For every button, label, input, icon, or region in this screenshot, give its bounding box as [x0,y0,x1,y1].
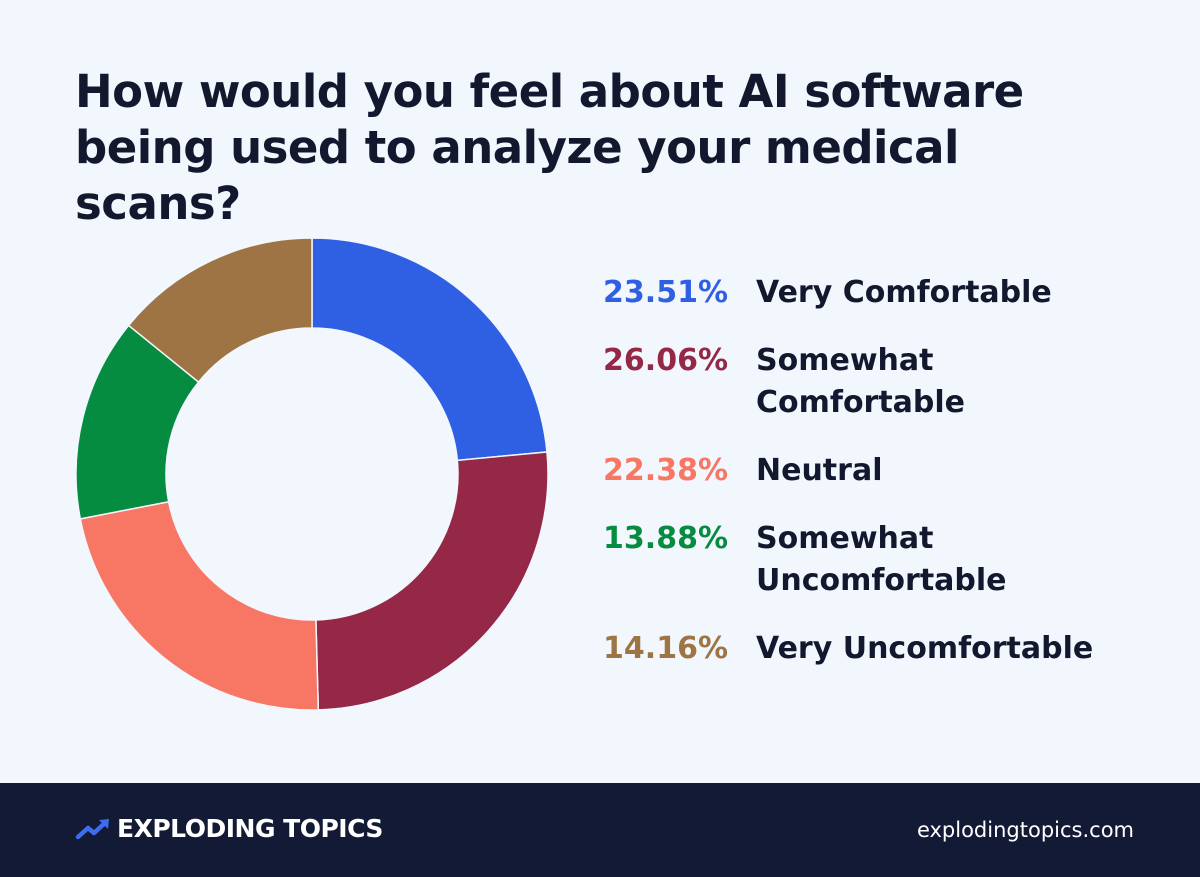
legend-label: Very Comfortable [756,275,1052,310]
brand-name: EXPLODING TOPICS [117,814,383,843]
legend-item-somewhat-comfortable: 26.06% Somewhat Comfortable [590,340,1116,424]
slice-neutral [79,500,320,711]
legend-percent: 13.88% [603,521,728,556]
trending-up-arrow-icon [75,819,109,840]
slice-somewhat-comfortable [315,451,549,711]
legend: 23.51% Very Comfortable 26.06% Somewhat … [590,272,1116,670]
legend-item-neutral: 22.38% Neutral [590,450,1116,492]
legend-label: Somewhat Uncomfortable [756,521,1007,598]
legend-percent: 14.16% [603,631,728,666]
legend-label: Neutral [756,453,883,488]
slice-very-comfortable [311,237,548,462]
legend-percent: 26.06% [603,343,728,378]
legend-label: Somewhat Comfortable [756,343,966,420]
legend-percent: 22.38% [603,453,728,488]
site-url[interactable]: explodingtopics.com [916,818,1134,842]
donut-chart [75,237,549,711]
legend-item-very-uncomfortable: 14.16% Very Uncomfortable [590,628,1116,670]
chart-title: How would you feel about AI software bei… [75,65,1024,230]
brand-logo: EXPLODING TOPICS [75,811,383,847]
footer-bar: EXPLODING TOPICS explodingtopics.com [0,783,1200,877]
legend-label: Very Uncomfortable [756,631,1094,666]
legend-item-somewhat-uncomfortable: 13.88% Somewhat Uncomfortable [590,518,1116,602]
slice-very-uncomfortable [127,237,313,384]
legend-percent: 23.51% [603,275,728,310]
legend-item-very-comfortable: 23.51% Very Comfortable [590,272,1116,314]
